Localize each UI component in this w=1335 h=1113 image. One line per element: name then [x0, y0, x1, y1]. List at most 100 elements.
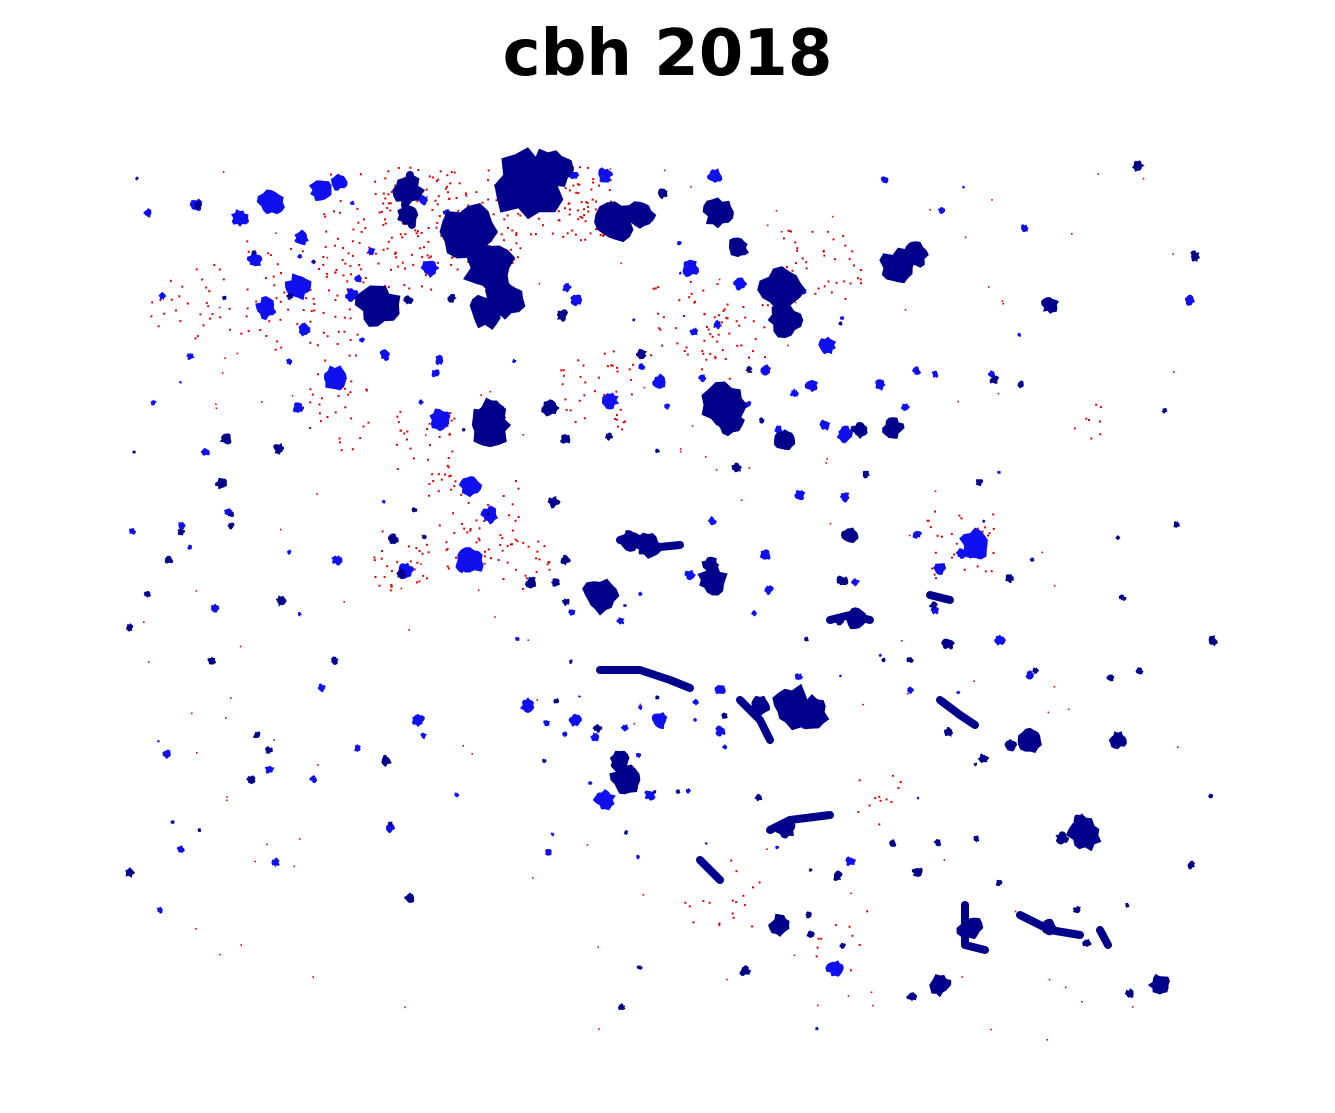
red-speck: [408, 287, 411, 290]
red-speck: [236, 352, 239, 355]
red-speck: [543, 545, 546, 548]
dark-dot: [1124, 988, 1134, 998]
red-speck: [796, 247, 799, 250]
red-speck: [362, 281, 365, 284]
red-speck: [469, 528, 472, 530]
red-speck: [478, 539, 481, 542]
red-speck: [702, 289, 705, 292]
blue-dot: [567, 609, 576, 616]
dark-dot: [973, 762, 978, 767]
red-speck: [691, 425, 694, 427]
red-speck: [448, 198, 451, 201]
blue-dot: [157, 740, 160, 743]
red-speck: [446, 547, 449, 550]
blue-dot: [839, 492, 850, 503]
red-speck: [624, 420, 627, 423]
blue-dot: [418, 399, 424, 405]
red-speck: [586, 844, 589, 846]
red-speck: [599, 233, 602, 236]
blue-patch: [231, 209, 250, 227]
dark-patch: [541, 399, 560, 417]
red-speck: [1001, 300, 1004, 302]
red-speck: [357, 221, 360, 224]
red-speck: [349, 265, 352, 267]
red-speck: [334, 411, 337, 414]
red-speck: [731, 912, 734, 915]
red-speck: [335, 269, 338, 271]
red-speck: [906, 693, 909, 695]
dark-dot: [559, 434, 571, 444]
red-speck: [513, 258, 516, 261]
red-speck: [150, 315, 153, 318]
blue-patch: [819, 419, 831, 431]
red-speck: [228, 307, 231, 310]
red-speck: [652, 287, 655, 290]
red-speck: [830, 291, 833, 294]
red-speck: [382, 192, 385, 195]
red-speck: [333, 210, 335, 213]
red-speck: [862, 703, 864, 706]
dark-patch: [774, 429, 796, 451]
blue-dot: [543, 719, 551, 727]
red-speck: [351, 254, 354, 257]
red-speck: [717, 333, 720, 336]
red-speck: [426, 543, 428, 546]
red-speck: [349, 391, 352, 394]
red-speck: [293, 865, 296, 868]
red-speck: [848, 258, 851, 261]
red-speck: [613, 418, 616, 420]
blue-patch: [759, 549, 771, 560]
red-speck: [744, 316, 747, 319]
blue-dot: [880, 176, 889, 184]
blue-dot: [179, 380, 183, 384]
red-speck: [384, 218, 386, 221]
red-speck: [157, 325, 160, 328]
red-speck: [399, 233, 402, 236]
red-speck: [878, 823, 881, 826]
dark-dot: [207, 656, 217, 665]
red-speck: [279, 300, 282, 303]
red-speck: [574, 421, 577, 424]
dark-dot: [286, 292, 294, 301]
red-speck: [587, 166, 589, 169]
red-speck: [610, 364, 613, 367]
red-speck: [428, 256, 431, 259]
red-speck: [817, 287, 820, 290]
red-speck: [421, 256, 424, 258]
red-speck: [428, 483, 431, 486]
map-title: cbh 2018: [502, 17, 833, 91]
red-speck: [987, 286, 990, 288]
red-speck: [381, 210, 383, 213]
dark-dot: [721, 712, 728, 719]
red-speck: [718, 924, 721, 926]
red-speck: [280, 528, 282, 531]
red-speck: [367, 421, 370, 424]
red-speck: [334, 315, 337, 318]
red-speck: [378, 211, 381, 214]
dark-dot: [623, 604, 627, 607]
red-speck: [448, 432, 451, 435]
red-speck: [536, 550, 539, 553]
dark-patch: [623, 201, 657, 229]
red-speck: [453, 532, 456, 535]
dark-dot: [1029, 557, 1035, 562]
red-speck: [387, 202, 390, 205]
red-speck: [399, 410, 402, 413]
red-speck: [387, 286, 390, 289]
red-speck: [390, 585, 393, 588]
red-speck: [266, 843, 268, 846]
red-speck: [344, 387, 346, 390]
dark-patch: [795, 694, 830, 730]
dark-dot: [933, 839, 941, 847]
red-speck: [501, 537, 504, 540]
red-speck: [957, 400, 959, 403]
red-speck: [404, 267, 406, 270]
red-speck: [577, 192, 580, 195]
red-speck: [395, 256, 398, 259]
red-speck: [373, 556, 376, 559]
red-speck: [229, 328, 232, 331]
dark-dot: [1190, 250, 1200, 262]
red-speck: [240, 332, 243, 335]
blue-dot: [693, 717, 697, 722]
red-speck: [326, 335, 329, 338]
